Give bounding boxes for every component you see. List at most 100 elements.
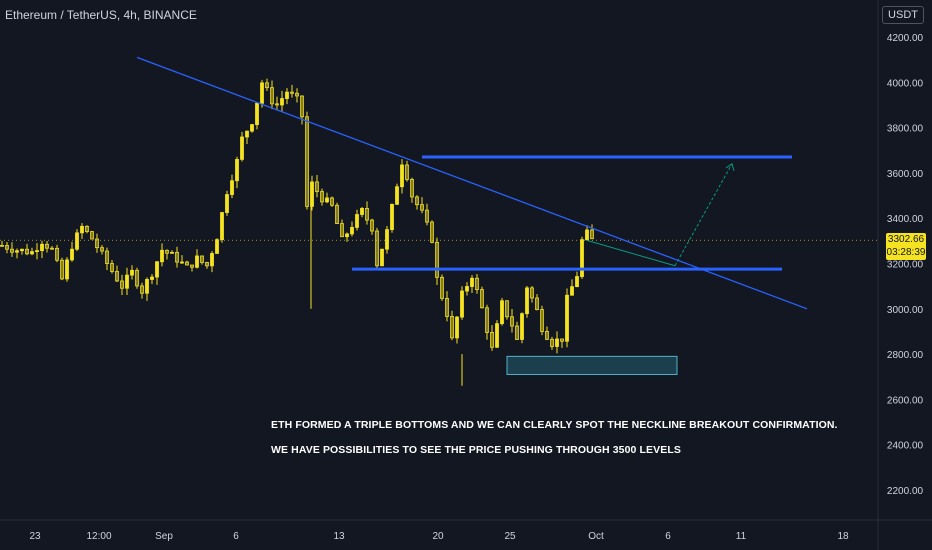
candle-body (550, 338, 554, 347)
candle-body (525, 287, 529, 315)
candle-body (360, 208, 364, 215)
candle-body (125, 274, 129, 289)
candle-body (440, 276, 444, 299)
candle-body (455, 316, 459, 339)
candle-body (510, 316, 514, 327)
support-zone-box (506, 355, 678, 375)
candle-body (240, 136, 244, 160)
y-tick-label: 3800.00 (887, 124, 924, 135)
candle-body (415, 196, 419, 206)
candle-body (105, 250, 109, 264)
candle-body (345, 233, 349, 238)
candle-body (100, 247, 104, 252)
y-tick-label: 2800.00 (887, 350, 924, 361)
candle-body (220, 212, 224, 241)
candle-body (30, 251, 34, 255)
candle-body (375, 230, 379, 267)
candle-body (460, 290, 464, 318)
bar-countdown: 03:28:39 (886, 247, 926, 258)
candle-body (140, 285, 144, 294)
candle-body (335, 204, 339, 225)
annotation-line-1: ETH FORMED A TRIPLE BOTTOMS AND WE CAN C… (271, 419, 838, 431)
candle-body (60, 259, 64, 280)
candle-body (20, 248, 24, 252)
candle-body (500, 300, 504, 325)
candle-body (185, 261, 189, 266)
candle-body (445, 297, 449, 317)
candle-body (405, 164, 409, 180)
y-tick-label: 2400.00 (887, 441, 924, 452)
candle-body (580, 239, 584, 277)
downtrend-line (136, 56, 808, 310)
x-tick-label: 6 (233, 531, 239, 542)
candle-body (65, 259, 69, 280)
candle-body (170, 251, 174, 254)
candle-body (150, 276, 154, 280)
candle-body (545, 331, 549, 340)
candle-body (480, 289, 484, 309)
y-tick-label: 2200.00 (887, 486, 924, 497)
candle-body (305, 116, 309, 207)
projection-arrow-start (586, 239, 676, 267)
candle-body (530, 287, 534, 299)
candle-body (380, 248, 384, 267)
candle-body (225, 194, 229, 213)
candle-body (560, 338, 564, 342)
candle-body (290, 91, 294, 94)
candle-body (130, 269, 134, 276)
x-tick-label: 12:00 (86, 531, 111, 542)
candle-body (320, 191, 324, 203)
candle-body (470, 277, 474, 287)
candle-body (505, 300, 509, 318)
y-tick-label: 2600.00 (887, 395, 924, 406)
candle-body (25, 248, 29, 255)
candle-body (340, 223, 344, 238)
candle-body (300, 95, 304, 118)
candle-body (575, 276, 579, 288)
candle-body (85, 225, 89, 232)
candle-body (10, 248, 14, 253)
candle-body (40, 243, 44, 251)
candle-body (205, 262, 209, 267)
candle-body (115, 271, 119, 282)
candle-body (285, 91, 289, 99)
candle-body (330, 197, 334, 206)
x-tick-label: 23 (29, 531, 41, 542)
candle-body (465, 286, 469, 292)
annotation-line-2: WE HAVE POSSIBILITIES TO SEE THE PRICE P… (271, 444, 681, 456)
last-price-label: 3302.66 03:28:39 (886, 233, 926, 260)
candle-body (520, 313, 524, 340)
candle-body (450, 316, 454, 339)
candle-body (515, 325, 519, 340)
candle-body (135, 269, 139, 287)
candle-body (490, 332, 494, 348)
candle-body (590, 229, 594, 240)
candle-body (495, 323, 499, 348)
candle-body (255, 102, 259, 125)
candle-body (75, 232, 79, 250)
candle-body (420, 204, 424, 211)
candle-body (400, 164, 404, 188)
candle-body (535, 297, 539, 311)
candle-body (95, 238, 99, 249)
symbol-title: Ethereum / TetherUS, 4h, BINANCE (5, 8, 197, 22)
candle-body (565, 294, 569, 342)
currency-button[interactable]: USDT (882, 6, 924, 24)
candle-body (200, 255, 204, 263)
candle-body (365, 208, 369, 221)
x-tick-label: 13 (333, 531, 345, 542)
candle-body (15, 250, 19, 253)
candle-body (230, 180, 234, 195)
x-tick-label: 6 (665, 531, 671, 542)
y-tick-label: 4000.00 (887, 78, 924, 89)
x-tick-label: 11 (736, 531, 747, 542)
candle-body (570, 286, 574, 296)
candle-body (250, 124, 254, 132)
candle-body (540, 309, 544, 332)
candle-body (165, 249, 169, 254)
candle-body (370, 219, 374, 232)
candle-body (270, 87, 274, 105)
candle-body (585, 229, 589, 241)
